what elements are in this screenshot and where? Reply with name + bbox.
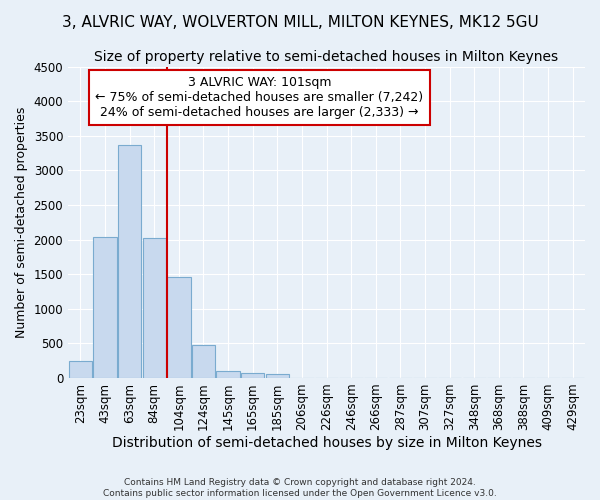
Bar xyxy=(93,238,116,378)
Bar xyxy=(143,238,166,378)
Bar xyxy=(118,145,141,378)
Bar xyxy=(241,374,265,378)
Title: Size of property relative to semi-detached houses in Milton Keynes: Size of property relative to semi-detach… xyxy=(94,50,559,64)
Y-axis label: Number of semi-detached properties: Number of semi-detached properties xyxy=(15,106,28,338)
Text: 3 ALVRIC WAY: 101sqm
← 75% of semi-detached houses are smaller (7,242)
24% of se: 3 ALVRIC WAY: 101sqm ← 75% of semi-detac… xyxy=(95,76,424,119)
Bar xyxy=(192,344,215,378)
Bar xyxy=(167,277,191,378)
Bar xyxy=(217,371,240,378)
Bar xyxy=(266,374,289,378)
X-axis label: Distribution of semi-detached houses by size in Milton Keynes: Distribution of semi-detached houses by … xyxy=(112,436,542,450)
Text: 3, ALVRIC WAY, WOLVERTON MILL, MILTON KEYNES, MK12 5GU: 3, ALVRIC WAY, WOLVERTON MILL, MILTON KE… xyxy=(62,15,538,30)
Text: Contains HM Land Registry data © Crown copyright and database right 2024.
Contai: Contains HM Land Registry data © Crown c… xyxy=(103,478,497,498)
Bar xyxy=(68,360,92,378)
